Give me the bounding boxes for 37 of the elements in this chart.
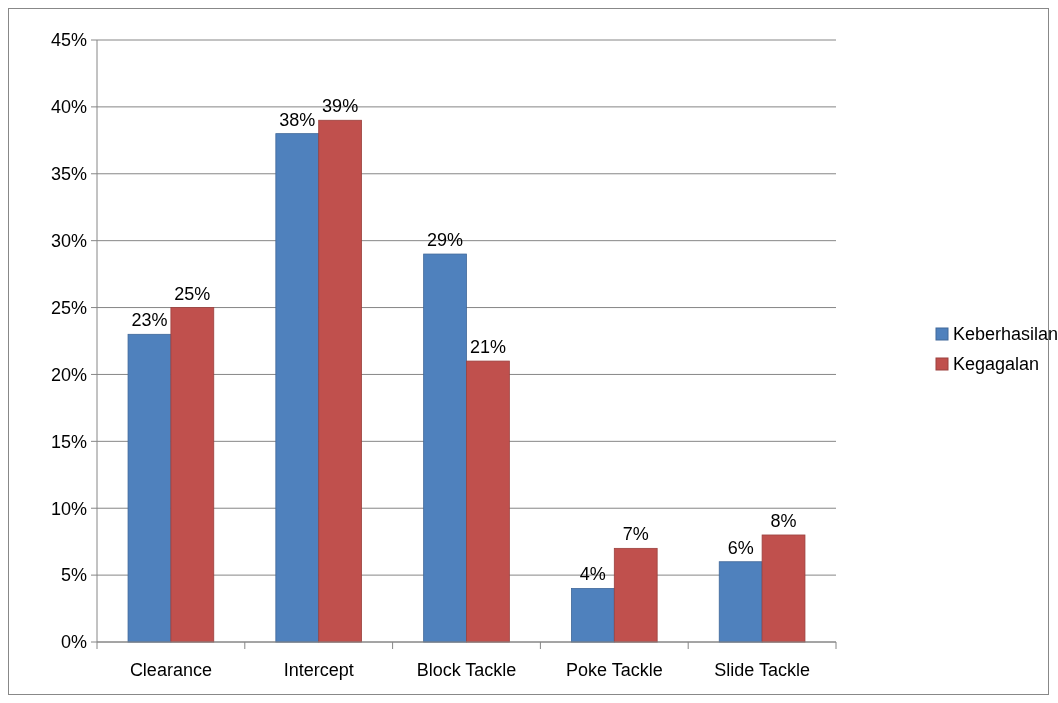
x-tick-label: Intercept — [283, 660, 354, 680]
data-label: 25% — [174, 283, 211, 304]
data-label: 23% — [131, 310, 168, 331]
bar — [275, 133, 320, 643]
x-tick-label: Clearance — [129, 660, 212, 680]
data-label: 4% — [579, 564, 606, 585]
y-tick-label: 0% — [60, 632, 87, 653]
data-label: 39% — [322, 96, 359, 117]
y-tick-label: 5% — [60, 565, 87, 586]
bar — [318, 119, 362, 643]
data-label: 29% — [427, 230, 464, 251]
bar — [761, 534, 806, 643]
bar — [466, 360, 510, 643]
y-tick-label: 25% — [50, 297, 87, 318]
y-tick-label: 30% — [50, 230, 87, 251]
y-tick-label: 45% — [50, 30, 87, 51]
data-label: 7% — [622, 524, 649, 545]
legend-label: Keberhasilan — [953, 324, 1058, 345]
y-tick-label: 40% — [50, 97, 87, 118]
data-label: 8% — [770, 510, 797, 531]
legend-label: Kegagalan — [953, 354, 1040, 375]
bar — [613, 547, 658, 643]
y-tick-label: 35% — [50, 164, 87, 185]
x-tick-label: Poke Tackle — [565, 660, 663, 680]
x-tick-label: Block Tackle — [416, 660, 517, 680]
bar — [571, 588, 615, 643]
x-tick-label: Slide Tackle — [714, 660, 810, 680]
bar — [718, 561, 763, 643]
y-tick-label: 15% — [50, 431, 87, 452]
bar — [423, 253, 467, 643]
bar — [127, 333, 172, 643]
data-label: 21% — [469, 337, 506, 358]
y-tick-label: 10% — [50, 498, 87, 519]
data-label: 38% — [279, 109, 316, 130]
bar — [170, 307, 215, 643]
y-tick-label: 20% — [50, 364, 87, 385]
data-label: 6% — [727, 537, 754, 558]
